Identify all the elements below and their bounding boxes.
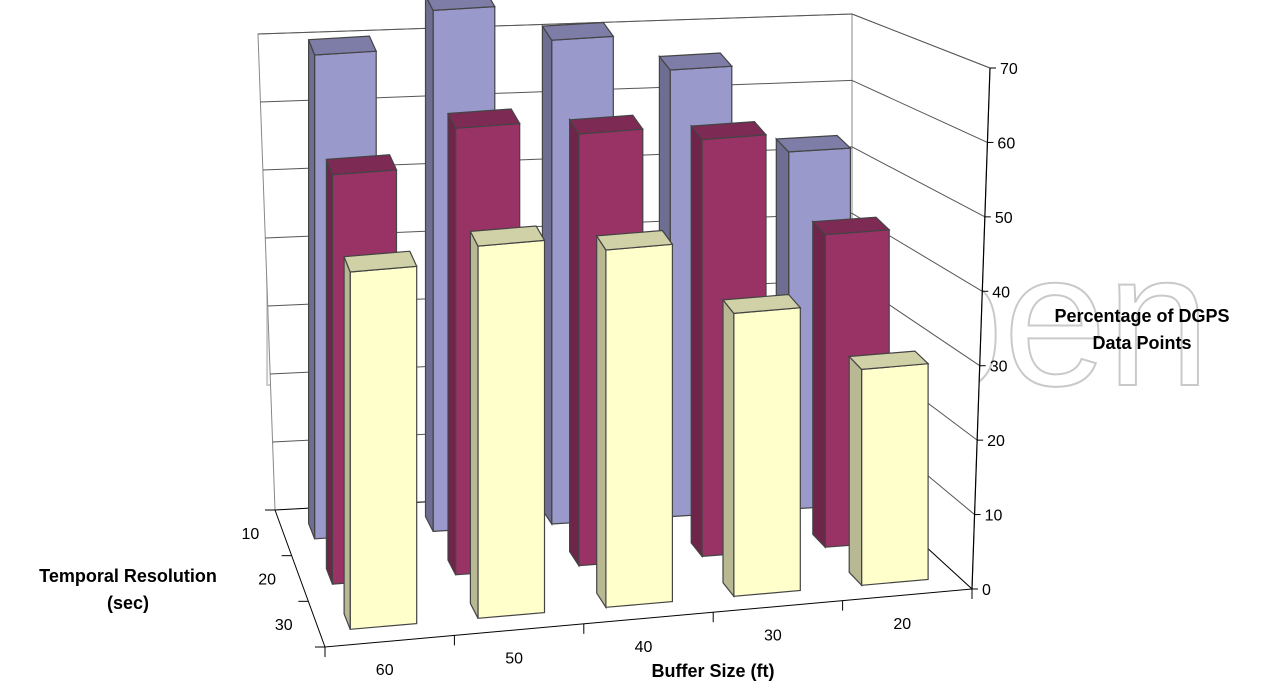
bar-top-face — [343, 250, 418, 273]
y-tick-label-60: 60 — [997, 135, 1015, 152]
y-tick-label-50: 50 — [995, 210, 1013, 227]
bar-side-face — [447, 113, 457, 576]
gridline-side — [851, 79, 988, 143]
z-tick-label-30: 30 — [275, 617, 293, 634]
bar-top-face — [447, 108, 521, 129]
bar-side-face — [596, 233, 607, 610]
bar-top-face — [774, 134, 852, 153]
gridline-side — [851, 13, 991, 69]
z-tick-label-20: 20 — [258, 572, 276, 589]
bar-2-3 — [721, 293, 802, 599]
y-tick-label-30: 30 — [990, 359, 1008, 376]
bar-front-face — [605, 243, 674, 608]
bar-2-2 — [595, 229, 674, 610]
bar-side-face — [722, 298, 735, 599]
bar-top-face — [541, 21, 615, 41]
bar-side-face — [424, 0, 434, 532]
y-axis-title-line2: Data Points — [1092, 333, 1191, 353]
bar-front-face — [477, 239, 546, 619]
z-axis-title-line1: Temporal Resolution — [39, 566, 217, 586]
bar-2-0 — [343, 250, 418, 630]
tick-labels: 0 10 20 30 40 50 60 70 60 50 40 30 20 10 20 30 — [242, 61, 1018, 679]
bar-side-face — [325, 159, 333, 585]
bar-top-face — [307, 35, 378, 56]
x-tick-label-30: 30 — [764, 627, 782, 644]
y-tick-label-10: 10 — [985, 508, 1003, 525]
y-tick-label-40: 40 — [992, 284, 1010, 301]
bar-top-face — [811, 216, 891, 236]
y-tick-label-70: 70 — [1000, 61, 1018, 78]
x-tick-label-60: 60 — [376, 662, 394, 679]
x-tick-label-50: 50 — [505, 651, 523, 668]
z-tick-label-10: 10 — [242, 526, 260, 543]
bar-side-face — [690, 124, 703, 559]
y-axis-line — [971, 67, 991, 590]
bar-front-face — [733, 307, 801, 597]
z-axis-title-line2: (sec) — [107, 593, 149, 613]
gridline-back — [257, 13, 853, 35]
bar-top-face — [658, 52, 734, 71]
bar-top-face — [847, 350, 930, 371]
bar-top-face — [568, 114, 644, 135]
bar-top-face — [325, 154, 398, 176]
bar-top-face — [721, 293, 802, 315]
bar-side-face — [568, 117, 580, 568]
x-tick-label-20: 20 — [893, 616, 911, 633]
x-axis-title: Buffer Size (ft) — [652, 661, 775, 681]
bar-top-face — [690, 120, 768, 141]
bar-side-face — [469, 231, 479, 619]
bar-front-face — [349, 265, 418, 630]
bars — [307, 0, 930, 630]
bar-side-face — [848, 355, 863, 587]
y-tick-label-20: 20 — [987, 433, 1005, 450]
bar-side-face — [812, 220, 826, 549]
bar-side-face — [343, 256, 351, 630]
bar-2-4 — [847, 350, 930, 587]
bar-top-face — [595, 229, 674, 251]
y-tick-label-0: 0 — [982, 582, 991, 599]
gridline-side — [851, 146, 986, 218]
x-tick-label-40: 40 — [635, 639, 653, 656]
bar-side-face — [308, 39, 316, 540]
bar-2-1 — [469, 225, 546, 619]
y-axis-title-line1: Percentage of DGPS — [1054, 306, 1229, 326]
bar-top-face — [427, 0, 496, 12]
bar-front-face — [860, 363, 929, 586]
bar-top-face — [469, 225, 546, 247]
